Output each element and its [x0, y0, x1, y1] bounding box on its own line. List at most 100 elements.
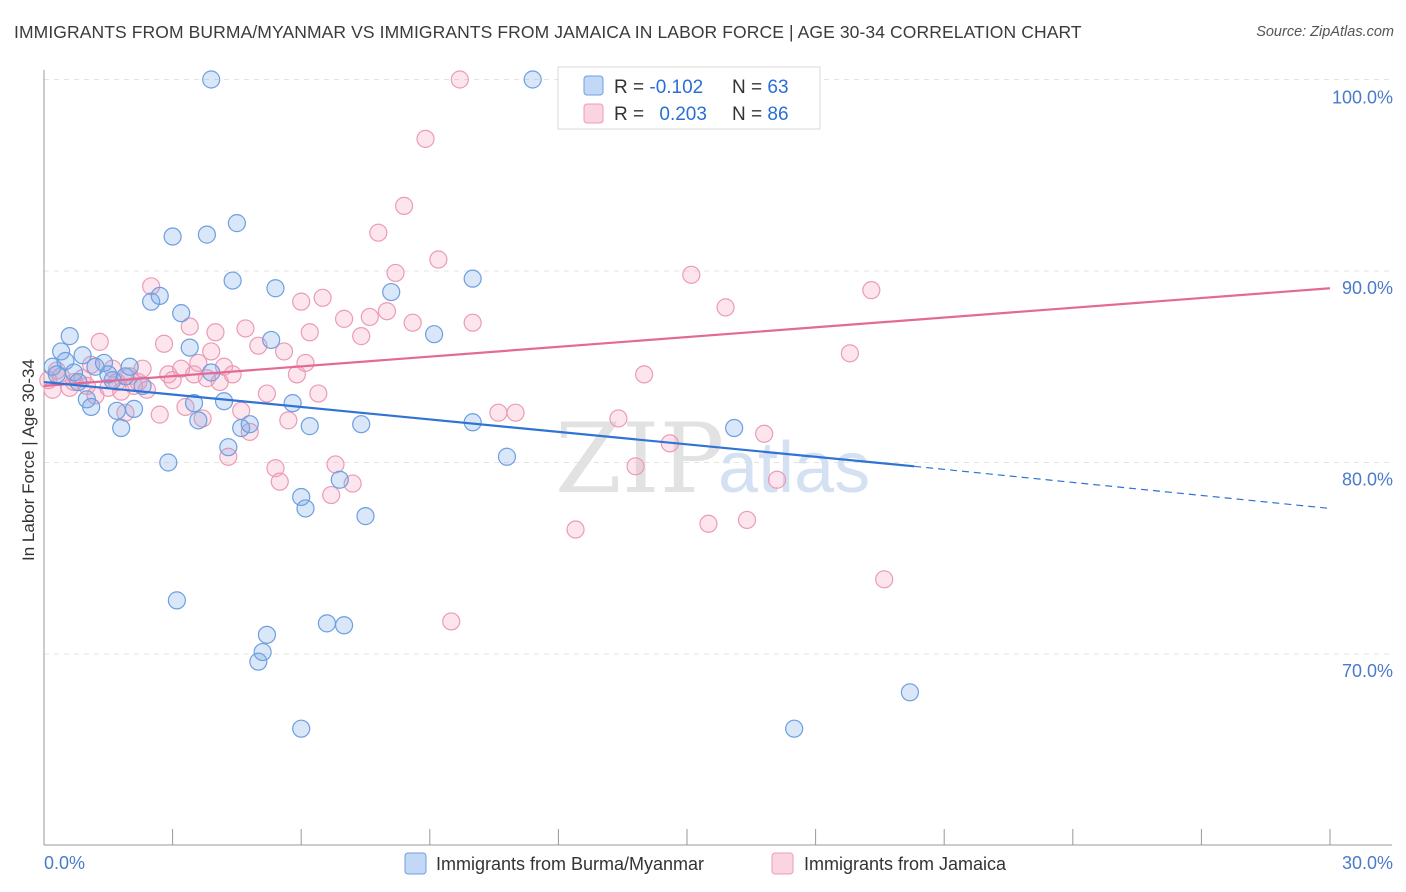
jamaica-point — [840, 344, 859, 363]
legend-n-value-jamaica: 86 — [767, 104, 788, 125]
burma-point — [82, 397, 101, 417]
legend-swatch-jamaica — [583, 103, 604, 124]
svg-text:N = 86: N = 86 — [732, 104, 789, 125]
jamaica-point — [506, 403, 525, 422]
legend-swatch-burma — [583, 75, 604, 96]
burma-point — [64, 363, 84, 382]
jamaica-point — [202, 342, 221, 361]
burma-point — [356, 507, 375, 526]
burma-point — [352, 415, 371, 434]
correlation-legend: R = -0.102 N = 63 R = 0.203 N = 86 — [557, 66, 821, 130]
svg-text:N = 63: N = 63 — [732, 77, 789, 98]
jamaica-point — [219, 447, 238, 466]
burma-point — [497, 447, 517, 466]
jamaica-point — [699, 514, 718, 533]
jamaica-point — [767, 470, 787, 489]
burma-point — [189, 411, 208, 430]
axes — [43, 70, 1392, 846]
y-tick-label: 100.0% — [1332, 88, 1393, 108]
burma-point — [382, 282, 401, 302]
burma-point — [334, 616, 354, 635]
burma-point — [296, 499, 315, 518]
jamaica-trend-line — [43, 287, 1331, 387]
jamaica-point — [609, 409, 628, 428]
jamaica-points — [39, 70, 894, 631]
y-axis-label: In Labor Force | Age 30-34 — [19, 359, 38, 561]
jamaica-point — [154, 334, 174, 353]
burma-point — [214, 392, 234, 411]
jamaica-point — [737, 510, 757, 530]
jamaica-point — [257, 384, 277, 403]
jamaica-point — [270, 472, 289, 491]
jamaica-point — [360, 307, 379, 327]
bottom-legend-swatch-burma — [404, 852, 427, 875]
jamaica-point — [236, 319, 255, 338]
jamaica-point — [352, 327, 371, 346]
burma-point — [785, 719, 804, 738]
burma-point — [523, 70, 542, 89]
burma-points — [43, 70, 920, 738]
jamaica-point — [334, 309, 354, 328]
jamaica-point — [300, 323, 319, 342]
jamaica-point — [180, 317, 199, 336]
jamaica-point — [206, 323, 225, 342]
burma-point — [94, 353, 114, 373]
legend-r-value-jamaica: 0.203 — [659, 104, 707, 125]
burma-point — [223, 271, 242, 290]
jamaica-point — [189, 353, 208, 373]
jamaica-point — [326, 455, 345, 474]
jamaica-point — [862, 281, 881, 300]
bottom-legend-swatch-jamaica — [771, 852, 794, 875]
burma-point — [725, 418, 744, 438]
y-tick-label: 70.0% — [1342, 661, 1393, 681]
jamaica-point — [90, 332, 109, 351]
jamaica-point — [489, 403, 508, 422]
burma-point — [249, 652, 268, 671]
x-tick-label-min: 0.0% — [44, 853, 85, 873]
source-credit: Source: ZipAtlas.com — [1256, 24, 1394, 40]
burma-point — [257, 625, 277, 644]
burma-point — [240, 415, 259, 434]
jamaica-point — [403, 313, 422, 332]
jamaica-point — [176, 397, 195, 417]
burma-point — [292, 719, 311, 738]
jamaica-point — [716, 298, 735, 317]
jamaica-point — [416, 129, 435, 148]
burma-point — [159, 453, 178, 472]
burma-point — [300, 417, 319, 436]
burma-point — [112, 418, 131, 438]
jamaica-point — [266, 459, 285, 478]
burma-point — [180, 338, 199, 357]
burma-point — [163, 227, 182, 246]
y-tick-label: 90.0% — [1342, 278, 1393, 298]
legend-n-value-burma: 63 — [767, 77, 788, 98]
burma-point — [219, 438, 238, 457]
series-legend: Immigrants from Burma/Myanmar Immigrants… — [404, 852, 1007, 875]
svg-text:R = 0.203: R = 0.203 — [614, 104, 707, 125]
jamaica-point — [394, 196, 414, 215]
jamaica-point — [223, 365, 242, 384]
x-tick-label-max: 30.0% — [1342, 853, 1393, 873]
burma-point — [262, 330, 281, 350]
burma-point — [283, 394, 302, 413]
burma-point — [172, 304, 191, 323]
burma-point — [150, 286, 169, 305]
burma-point — [60, 327, 79, 346]
burma-point — [120, 357, 139, 376]
burma-point — [330, 470, 349, 489]
watermark-atlas: atlas — [718, 428, 870, 508]
burma-point — [317, 614, 337, 633]
jamaica-point — [274, 342, 294, 361]
burma-point — [900, 683, 920, 702]
burma-point — [197, 225, 216, 244]
bottom-legend-label-jamaica: Immigrants from Jamaica — [804, 854, 1007, 874]
burma-point — [463, 269, 482, 288]
burma-point — [107, 401, 126, 420]
jamaica-point — [313, 288, 332, 307]
burma-point — [232, 418, 251, 438]
burma-point — [266, 279, 285, 298]
jamaica-point — [626, 457, 645, 476]
legend-r-value-burma: -0.102 — [649, 77, 703, 98]
legend-n-label: N = — [732, 104, 767, 125]
